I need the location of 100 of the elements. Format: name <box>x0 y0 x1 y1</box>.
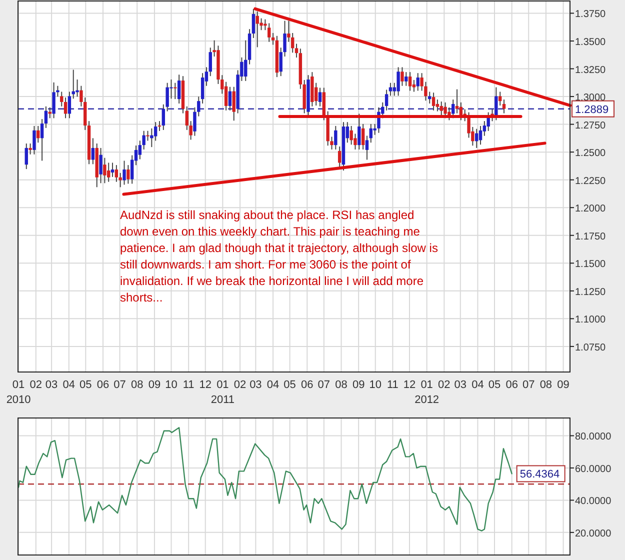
x-tick-label: 06 <box>96 379 110 391</box>
x-tick-label: 11 <box>387 379 398 391</box>
candlestick <box>32 125 36 155</box>
candlestick <box>412 79 416 92</box>
candlestick <box>291 32 294 54</box>
y-tick-label: 1.1000 <box>575 314 606 326</box>
candlestick <box>432 92 436 111</box>
y-tick-label: 1.2750 <box>575 120 606 132</box>
x-tick-label: 06 <box>506 379 518 391</box>
y-tick-label: 1.3000 <box>575 92 606 104</box>
candlestick <box>482 120 486 136</box>
x-tick-label: 02 <box>438 379 450 391</box>
x-tick-label: 10 <box>165 379 178 391</box>
x-tick-label: 03 <box>45 379 58 391</box>
candlestick <box>68 91 72 119</box>
candlestick <box>350 125 353 146</box>
candlestick <box>338 146 342 168</box>
x-tick-label: 07 <box>114 379 126 391</box>
candlestick <box>408 72 412 92</box>
candlestick <box>455 88 459 114</box>
y-tick-label: 1.3250 <box>575 64 606 76</box>
candlestick <box>44 106 48 128</box>
candlestick <box>122 160 126 186</box>
candlestick <box>224 81 228 111</box>
x-tick-label: 05 <box>80 379 92 391</box>
candlestick <box>24 143 28 170</box>
candlestick <box>91 138 95 165</box>
x-tick-label: 05 <box>284 379 296 391</box>
x-tick-label: 01 2011 <box>210 379 235 406</box>
candlestick <box>494 86 498 121</box>
x-tick-label: 08 <box>131 379 144 391</box>
x-tick-label: 03 <box>250 379 262 391</box>
candlestick <box>396 66 400 96</box>
candlestick <box>228 86 232 111</box>
x-tick-label: 08 <box>540 379 552 391</box>
candlestick <box>428 91 432 104</box>
y-tick-label: 1.3500 <box>575 36 606 48</box>
x-tick-label: 10 <box>369 379 382 391</box>
candlestick <box>99 147 102 184</box>
x-tick-label: 11 <box>182 379 194 391</box>
candlestick <box>36 125 40 144</box>
candlestick <box>256 10 259 48</box>
candlestick <box>244 40 248 82</box>
candlestick <box>107 162 110 182</box>
candlestick <box>502 99 506 114</box>
candlestick <box>64 97 68 119</box>
ref-line-label: 1.2889 <box>575 104 609 116</box>
x-tick-label: 05 <box>488 379 501 391</box>
candlestick <box>158 120 162 132</box>
x-tick-label: 01 2012 <box>414 379 440 406</box>
y-tick-label: 60.0000 <box>575 464 612 475</box>
candlestick <box>361 123 365 150</box>
x-tick-label: 12 <box>199 379 212 391</box>
data-label: 56.4364 <box>520 468 560 481</box>
candlestick <box>146 130 150 142</box>
candlestick <box>440 101 443 116</box>
candlestick <box>110 162 114 178</box>
annotation: AudNzd is still snaking about the place. RSI has angled down even on this weekly chart. This pair is teaching me patience. I am glad though that it trajectory, although slow is still downwards. I am short. For me 3060 is the point of invalidation. If we break the horizontal line I will add more shorts... <box>120 208 438 304</box>
candlestick <box>52 82 56 119</box>
x-tick-label: 12 <box>403 379 416 391</box>
candlestick <box>388 82 392 96</box>
candlestick <box>478 125 482 146</box>
candlestick <box>177 74 181 104</box>
candlestick <box>60 91 64 107</box>
x-tick-label: 09 <box>148 379 161 391</box>
candlestick <box>154 122 158 142</box>
candlestick <box>416 72 420 92</box>
y-tick-label: 80.0000 <box>575 432 612 443</box>
x-tick-label: 09 <box>557 379 570 391</box>
x-tick-label: 09 <box>352 379 365 391</box>
candlestick <box>40 118 44 162</box>
y-tick-label: 1.1750 <box>575 231 606 242</box>
x-tick-label: 04 <box>266 379 280 391</box>
y-tick-label: 1.1250 <box>575 286 606 298</box>
y-tick-label: 1.2000 <box>575 204 606 215</box>
x-tick-label: 02 <box>30 379 42 391</box>
x-tick-label: 04 <box>472 379 484 391</box>
candlestick <box>365 135 369 160</box>
candlestick <box>174 82 177 100</box>
y-tick-label: 1.2500 <box>575 148 606 160</box>
y-tick-label: 1.2250 <box>575 176 606 187</box>
candlestick <box>404 72 408 86</box>
candlestick <box>252 8 256 38</box>
candlestick <box>114 164 118 182</box>
x-tick-label: 03 <box>454 379 467 391</box>
candlestick <box>369 123 372 144</box>
candlestick <box>294 43 298 58</box>
candlestick <box>498 91 502 106</box>
y-tick-label: 1.1500 <box>575 259 606 270</box>
x-tick-label: 08 <box>335 379 348 391</box>
candlestick <box>126 164 130 184</box>
candlestick <box>208 47 212 77</box>
y-tick-label: 40.0000 <box>575 496 612 508</box>
x-tick-label: 02 <box>234 379 246 391</box>
candlestick <box>200 72 204 104</box>
x-tick-label: 01 2010 <box>6 379 31 406</box>
candlestick <box>436 99 440 112</box>
candlestick <box>271 32 275 46</box>
x-tick-label: 07 <box>522 379 535 391</box>
candlestick <box>384 89 388 111</box>
